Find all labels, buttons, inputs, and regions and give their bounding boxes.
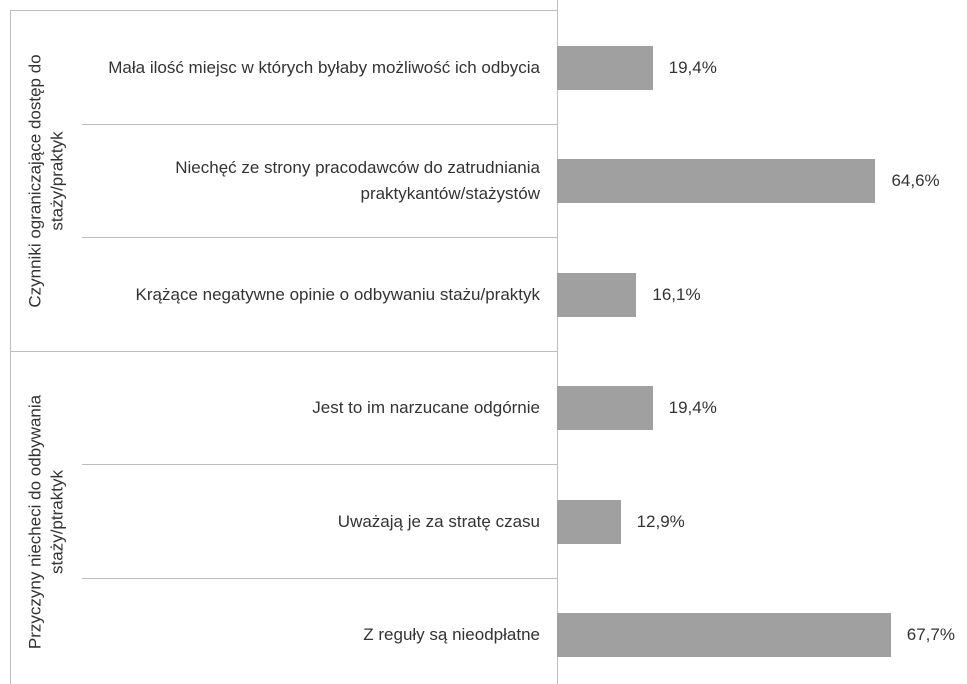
value-label: 67,7% (906, 625, 955, 645)
bar (557, 386, 653, 431)
bar (557, 159, 876, 204)
border-line (10, 10, 11, 684)
bar (557, 45, 653, 90)
row-separator (82, 464, 557, 465)
value-label: 16,1% (652, 284, 701, 304)
value-label: 12,9% (636, 511, 685, 531)
group-label: Przyczyny niecheci do odbywania staży/pt… (25, 394, 66, 649)
group-label: Czynniki ograniczające dostęp do staży/p… (25, 54, 66, 308)
bar (557, 613, 891, 658)
category-label: Jest to im narzucane odgórnie (312, 398, 540, 418)
bar (557, 499, 621, 544)
value-label: 19,4% (668, 57, 717, 77)
value-label: 64,6% (891, 171, 940, 191)
row-separator (82, 123, 557, 125)
bar (557, 272, 637, 317)
row-separator (10, 350, 557, 352)
category-label: Krążące negatywne opinie o odbywaniu sta… (135, 284, 540, 304)
row-separator (82, 577, 557, 579)
axis-line (557, 0, 558, 684)
border-line (10, 10, 557, 11)
category-label: Niechęć ze strony pracodawców do zatrudn… (175, 158, 540, 204)
value-label: 19,4% (668, 398, 717, 418)
category-label: Uważają je za stratę czasu (337, 511, 540, 531)
category-label: Mała ilość miejsc w których byłaby możli… (108, 57, 540, 77)
category-label: Z reguły są nieodpłatne (363, 625, 540, 645)
row-separator (82, 237, 557, 238)
